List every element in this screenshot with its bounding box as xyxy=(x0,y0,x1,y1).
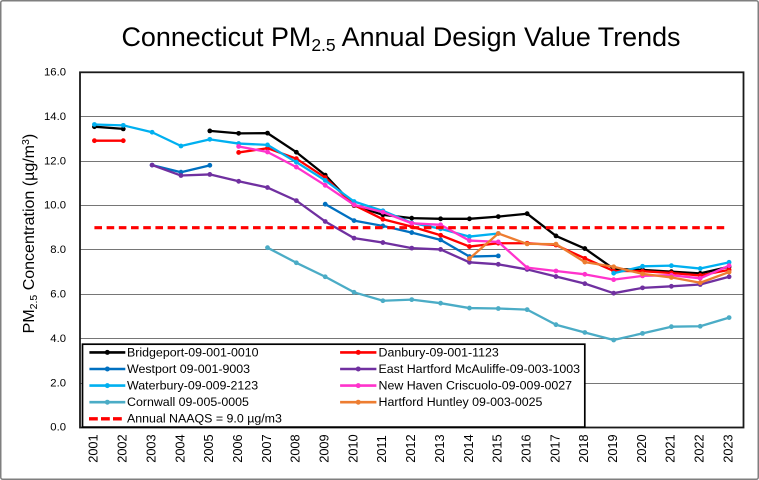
svg-text:10.0: 10.0 xyxy=(44,200,66,212)
svg-text:Connecticut PM2.5 Annual Desig: Connecticut PM2.5 Annual Design Value Tr… xyxy=(122,22,681,55)
svg-text:2.0: 2.0 xyxy=(50,377,66,389)
svg-text:2017: 2017 xyxy=(547,434,562,462)
svg-text:2018: 2018 xyxy=(576,434,591,462)
svg-text:East Hartford McAuliffe-09-003: East Hartford McAuliffe-09-003-1003 xyxy=(379,362,581,376)
svg-text:Danbury-09-001-1123: Danbury-09-001-1123 xyxy=(379,345,499,359)
svg-text:2002: 2002 xyxy=(115,434,130,462)
svg-text:2012: 2012 xyxy=(403,434,418,462)
svg-text:2007: 2007 xyxy=(259,434,274,462)
svg-text:2019: 2019 xyxy=(605,434,620,462)
svg-text:2015: 2015 xyxy=(490,434,505,462)
svg-text:2014: 2014 xyxy=(461,434,476,462)
svg-text:8.0: 8.0 xyxy=(50,244,66,256)
svg-text:Waterbury-09-009-2123: Waterbury-09-009-2123 xyxy=(127,379,258,393)
svg-text:4.0: 4.0 xyxy=(50,333,66,345)
svg-text:14.0: 14.0 xyxy=(44,111,66,123)
svg-text:Cornwall 09-005-0005: Cornwall 09-005-0005 xyxy=(127,395,249,409)
svg-text:2022: 2022 xyxy=(692,434,707,462)
svg-text:Hartford Huntley 09-003-0025: Hartford Huntley 09-003-0025 xyxy=(379,395,543,409)
svg-text:2011: 2011 xyxy=(374,435,389,463)
svg-text:0.0: 0.0 xyxy=(50,422,66,434)
svg-text:2006: 2006 xyxy=(230,434,245,462)
svg-text:2004: 2004 xyxy=(172,434,187,462)
svg-text:2020: 2020 xyxy=(634,434,649,462)
svg-text:2003: 2003 xyxy=(143,434,158,462)
svg-text:2001: 2001 xyxy=(86,434,101,462)
svg-text:2013: 2013 xyxy=(432,434,447,462)
svg-text:Annual NAAQS = 9.0 µg/m3: Annual NAAQS = 9.0 µg/m3 xyxy=(127,412,282,426)
svg-text:Westport 09-001-9003: Westport 09-001-9003 xyxy=(127,362,250,376)
svg-text:2016: 2016 xyxy=(518,434,533,462)
svg-text:2005: 2005 xyxy=(201,434,216,462)
svg-text:2023: 2023 xyxy=(720,434,735,462)
svg-text:2008: 2008 xyxy=(288,434,303,462)
svg-text:New Haven Criscuolo-09-009-002: New Haven Criscuolo-09-009-0027 xyxy=(379,379,573,393)
svg-text:2009: 2009 xyxy=(317,434,332,462)
svg-text:PM2.5 Concentration (µg/m3): PM2.5 Concentration (µg/m3) xyxy=(20,134,40,334)
svg-text:12.0: 12.0 xyxy=(44,155,66,167)
svg-text:2021: 2021 xyxy=(663,434,678,462)
svg-text:6.0: 6.0 xyxy=(50,289,66,301)
svg-text:Bridgeport-09-001-0010: Bridgeport-09-001-0010 xyxy=(127,345,259,359)
svg-text:16.0: 16.0 xyxy=(44,67,66,79)
svg-text:2010: 2010 xyxy=(345,434,360,462)
